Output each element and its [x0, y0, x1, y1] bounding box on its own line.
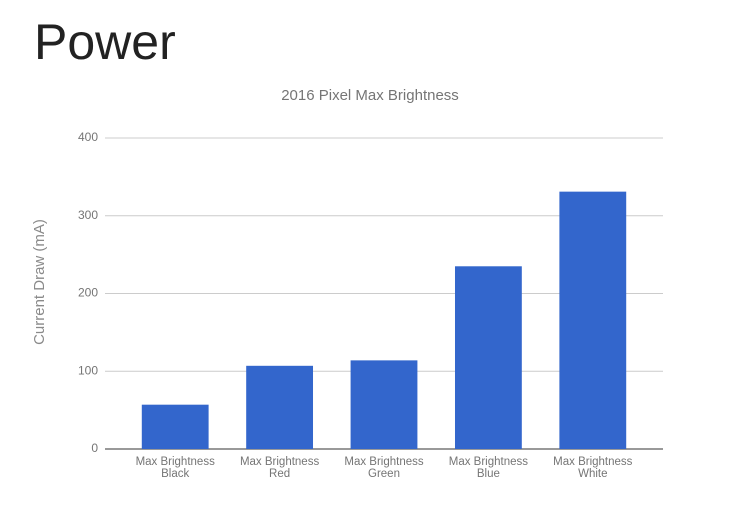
y-tick-label: 0	[91, 441, 98, 455]
x-tick-label: Max Brightness Black	[136, 456, 216, 480]
bar	[246, 365, 314, 449]
y-tick-label: 100	[78, 363, 98, 377]
y-tick-label: 300	[78, 208, 98, 222]
slide-title: Power	[34, 14, 176, 70]
y-tick-label: 200	[78, 286, 98, 300]
bar	[454, 266, 522, 449]
x-tick-label: Max Brightness White	[553, 456, 633, 480]
chart-title: 2016 Pixel Max Brightness	[281, 87, 459, 104]
x-tick-label: Max Brightness Green	[344, 456, 424, 480]
x-tick-label: Max Brightness Red	[240, 456, 320, 480]
y-axis-label: Current Draw (mA)	[31, 219, 48, 345]
bar	[350, 360, 418, 449]
y-tick-label: 400	[78, 130, 98, 144]
bar	[141, 404, 209, 449]
bar	[559, 191, 627, 449]
x-tick-label: Max Brightness Blue	[449, 456, 529, 480]
